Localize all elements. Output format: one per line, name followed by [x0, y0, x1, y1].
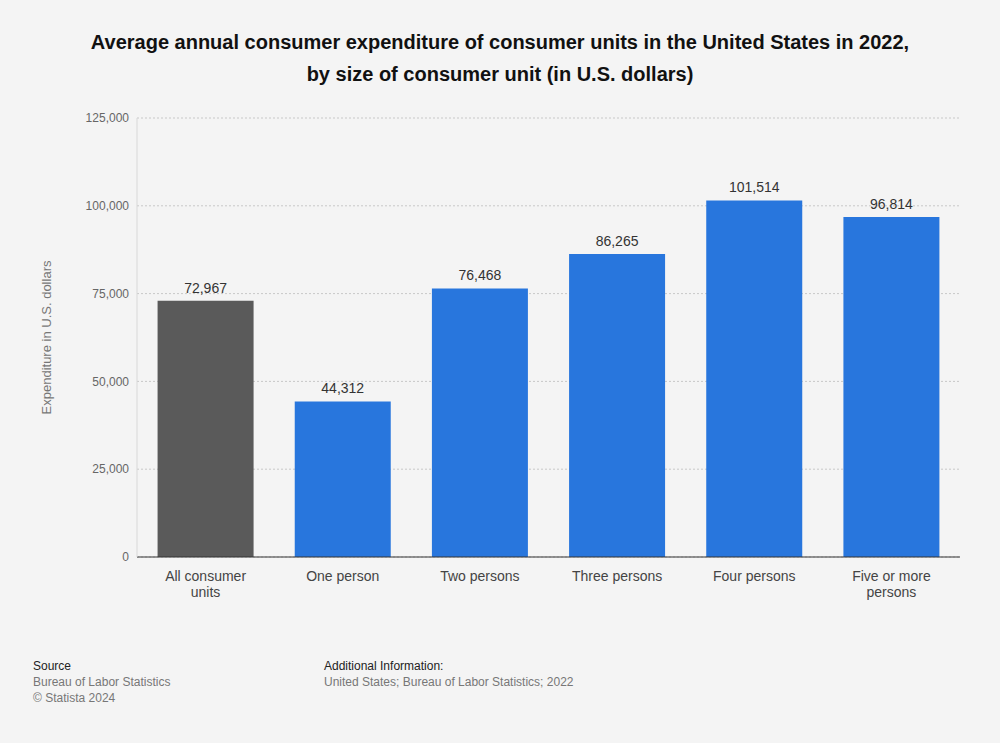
svg-text:50,000: 50,000	[92, 375, 129, 389]
svg-text:All consumer: All consumer	[165, 568, 246, 584]
svg-text:100,000: 100,000	[86, 199, 130, 213]
html-text:Bureau of Labor Statistics: Bureau of Labor Statistics	[33, 675, 171, 689]
svg-text:72,967: 72,967	[184, 280, 227, 296]
html-text:Average annual consumer expend: Average annual consumer expenditure of c…	[90, 31, 910, 85]
svg-text:101,514: 101,514	[729, 179, 780, 195]
svg-text:125,000: 125,000	[86, 111, 130, 125]
svg-text:Two persons: Two persons	[440, 568, 519, 584]
svg-text:Three persons: Three persons	[572, 568, 662, 584]
svg-text:Five or more: Five or more	[852, 568, 931, 584]
svg-text:One person: One person	[306, 568, 379, 584]
svg-text:units: units	[191, 584, 221, 600]
html-text:Additional Information:: Additional Information:	[324, 659, 444, 673]
svg-text:0: 0	[122, 550, 129, 564]
svg-text:96,814: 96,814	[870, 196, 913, 212]
svg-text:76,468: 76,468	[458, 267, 501, 283]
html-text:© Statista 2024: © Statista 2024	[33, 691, 116, 705]
svg-text:75,000: 75,000	[92, 287, 129, 301]
html-text:United States; Bureau of Labor: United States; Bureau of Labor Statistic…	[324, 675, 574, 689]
svg-text:persons: persons	[867, 584, 917, 600]
svg-text:44,312: 44,312	[321, 380, 364, 396]
svg-text:86,265: 86,265	[596, 233, 639, 249]
svg-text:25,000: 25,000	[92, 462, 129, 476]
svg-text:Expenditure in U.S. dollars: Expenditure in U.S. dollars	[39, 260, 54, 414]
html-text:Source: Source	[33, 659, 71, 673]
svg-text:Four persons: Four persons	[713, 568, 795, 584]
